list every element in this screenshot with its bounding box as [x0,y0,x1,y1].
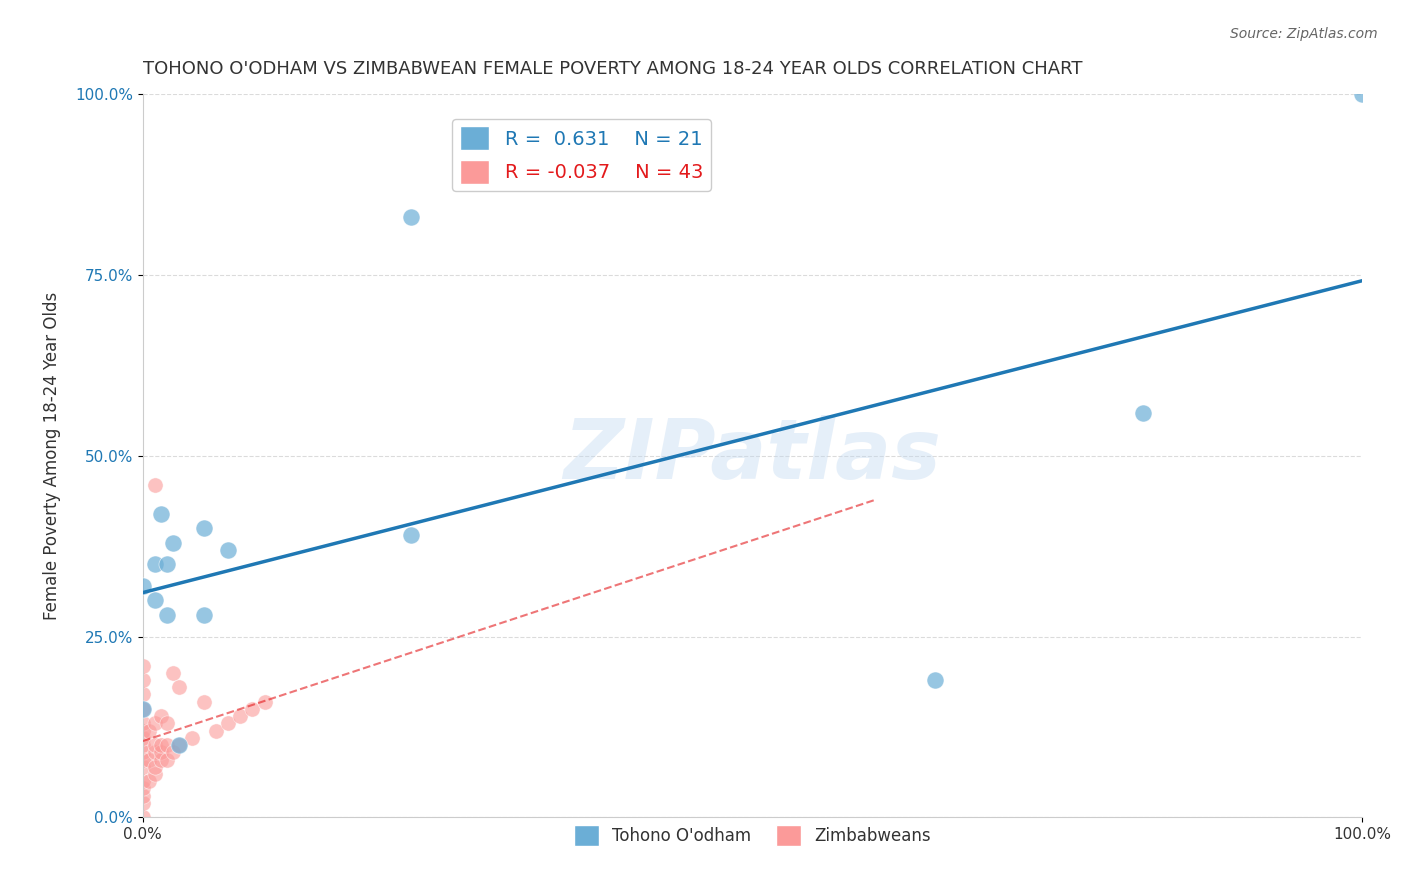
Point [143,767,166,781]
Legend: Tohono O'odham, Zimbabweans: Tohono O'odham, Zimbabweans [567,819,938,853]
Point [162,535,184,549]
Point [253,695,276,709]
Point [242,702,264,716]
Point [132,738,155,752]
Point [143,760,166,774]
Text: Source: ZipAtlas.com: Source: ZipAtlas.com [1230,27,1378,41]
Point [150,507,173,521]
Point [132,810,155,824]
Point [150,738,173,752]
Point [132,579,155,593]
Point [150,745,173,759]
Point [399,211,422,225]
Point [156,738,179,752]
Point [169,680,191,694]
Point [143,478,166,492]
Point [132,673,155,687]
Point [132,752,155,766]
Point [132,745,155,759]
Point [924,673,946,687]
Point [169,738,191,752]
Point [150,752,173,766]
Point [132,731,155,745]
Point [1132,405,1154,419]
Point [132,796,155,810]
Point [143,745,166,759]
Point [150,709,173,723]
Point [132,781,155,796]
Point [156,752,179,766]
Point [143,558,166,572]
Point [132,702,155,716]
Point [217,542,239,557]
Point [132,789,155,803]
Point [193,695,215,709]
Point [193,521,215,535]
Point [180,731,202,745]
Point [143,738,166,752]
Point [138,774,160,789]
Point [132,716,155,731]
Point [138,752,160,766]
Point [132,723,155,738]
Point [143,716,166,731]
Point [1351,87,1374,102]
Point [132,688,155,702]
Point [138,723,160,738]
Point [132,760,155,774]
Point [193,607,215,622]
Point [156,716,179,731]
Point [162,745,184,759]
Point [132,774,155,789]
Text: ZIPatlas: ZIPatlas [564,416,941,497]
Point [205,723,228,738]
Point [132,658,155,673]
Point [132,702,155,716]
Point [217,716,239,731]
Point [229,709,252,723]
Text: TOHONO O'ODHAM VS ZIMBABWEAN FEMALE POVERTY AMONG 18-24 YEAR OLDS CORRELATION CH: TOHONO O'ODHAM VS ZIMBABWEAN FEMALE POVE… [143,60,1083,78]
Point [143,593,166,607]
Point [169,738,191,752]
Point [156,558,179,572]
Point [156,607,179,622]
Y-axis label: Female Poverty Among 18-24 Year Olds: Female Poverty Among 18-24 Year Olds [44,292,60,620]
Point [162,665,184,680]
Point [399,528,422,542]
